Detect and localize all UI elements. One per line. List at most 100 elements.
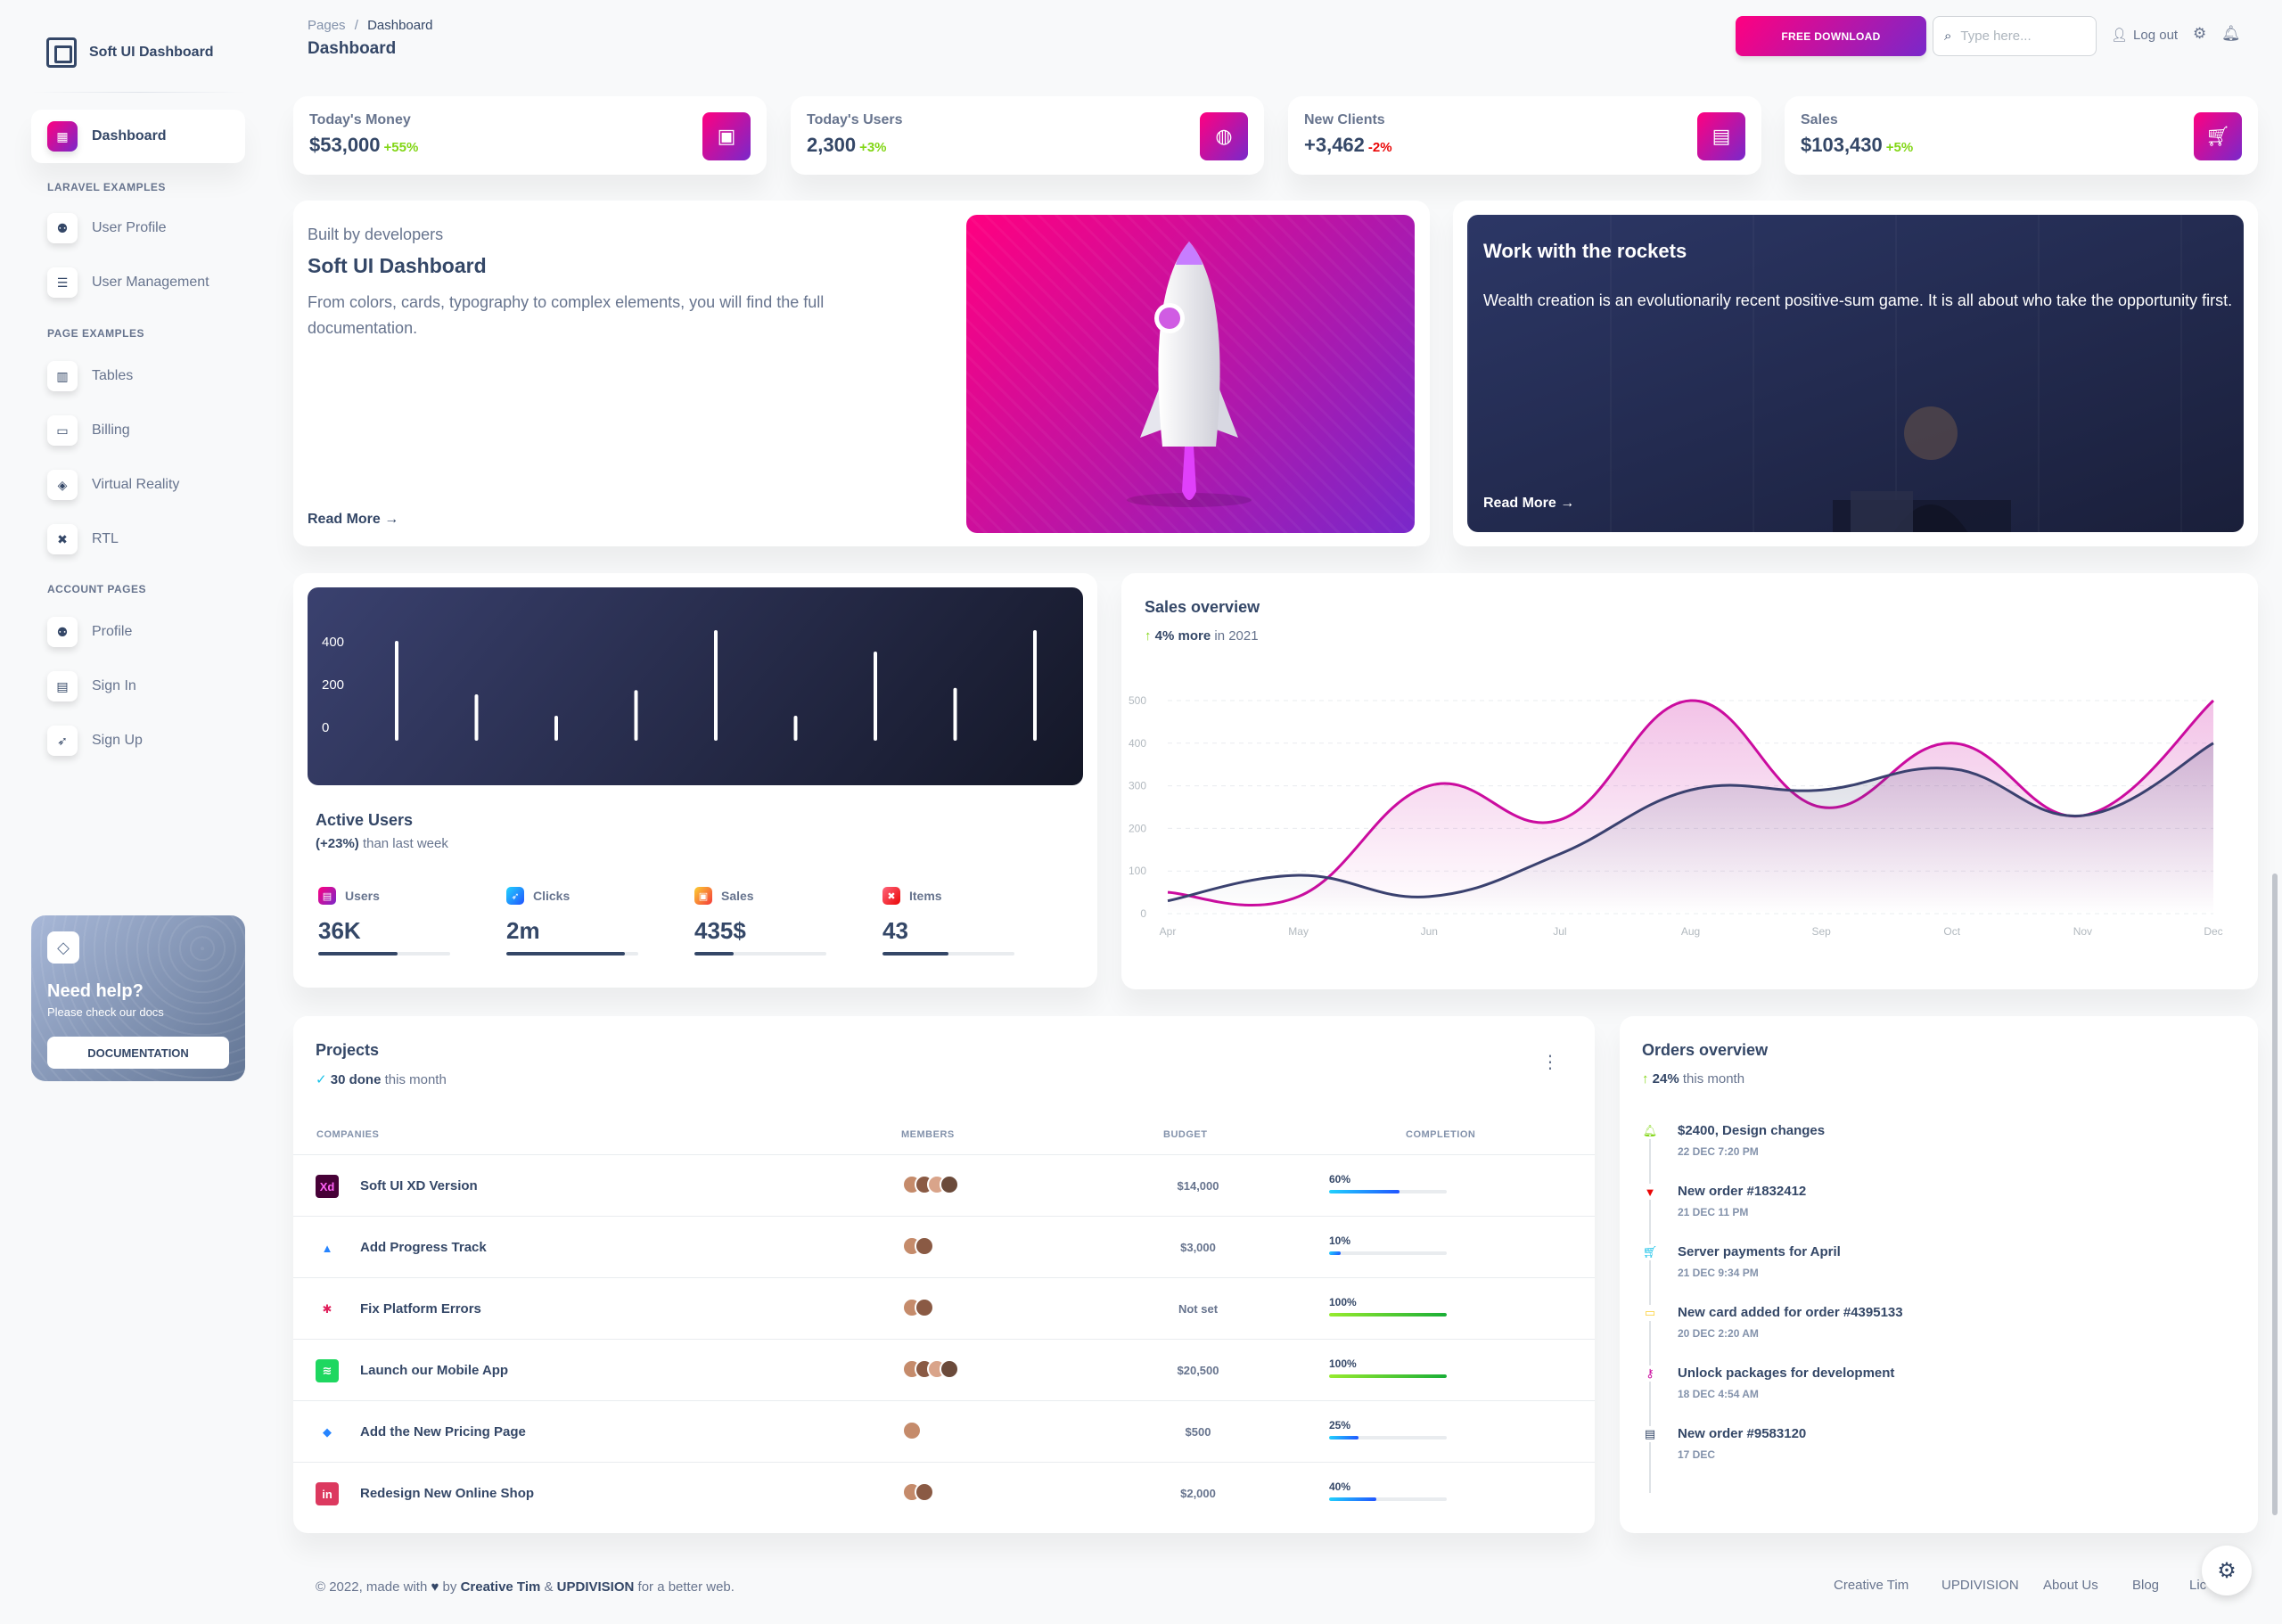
more-options-icon[interactable]: ⋮ <box>1541 1053 1559 1072</box>
free-download-button[interactable]: FREE DOWNLOAD <box>1736 16 1926 56</box>
metric-progress <box>318 952 398 956</box>
sidebar-item-sign-up[interactable]: ➶ Sign Up <box>31 714 245 767</box>
read-more-link[interactable]: Read More → <box>308 512 399 527</box>
footer-author-link[interactable]: Creative Tim <box>460 1579 541 1595</box>
y-tick-label: 400 <box>322 635 344 650</box>
members-avatars <box>902 1236 934 1256</box>
timeline-date: 22 DEC 7:20 PM <box>1678 1145 1759 1158</box>
stat-label: New Clients <box>1304 112 1385 127</box>
company-name: Redesign New Online Shop <box>360 1486 535 1501</box>
orders-title: Orders overview <box>1642 1041 1769 1059</box>
sidebar-section-laravel: LARAVEL EXAMPLES <box>47 181 166 193</box>
series-area <box>1168 742 2213 914</box>
series-line <box>1167 742 2214 903</box>
metric-label: Items <box>909 889 942 903</box>
metric-items: ✖ Items 43 <box>882 887 1016 956</box>
footer-link-about-us[interactable]: About Us <box>2043 1578 2098 1593</box>
y-tick-label: 0 <box>322 720 329 735</box>
x-tick-label: Jul <box>1553 925 1566 938</box>
avatar[interactable] <box>902 1421 922 1440</box>
sidebar-item-rtl[interactable]: ✖ RTL <box>31 513 245 566</box>
completion: 25% <box>1329 1419 1447 1439</box>
footer-link-updivision[interactable]: UPDIVISION <box>1941 1578 2019 1593</box>
timeline-date: 21 DEC 9:34 PM <box>1678 1267 1759 1279</box>
arrow-right-icon: → <box>1560 496 1575 511</box>
timeline-date: 20 DEC 2:20 AM <box>1678 1327 1759 1340</box>
y-tick-label: 0 <box>1140 907 1146 920</box>
stat-value: +3,462 -2% <box>1304 134 1392 156</box>
sidebar-item-sign-in[interactable]: ▤ Sign In <box>31 660 245 713</box>
metric-label: Clicks <box>533 889 570 903</box>
completion: 60% <box>1329 1173 1447 1193</box>
avatar[interactable] <box>940 1175 959 1194</box>
sidebar-item-label: User Management <box>92 275 209 290</box>
completion-percent: 10% <box>1329 1234 1351 1247</box>
footer-link-creative-tim[interactable]: Creative Tim <box>1834 1578 1909 1593</box>
chart-icon: ▥ <box>47 361 78 391</box>
budget-value: $500 <box>1185 1425 1211 1439</box>
xd-logo-icon: Xd <box>316 1175 339 1198</box>
sidebar-item-virtual-reality[interactable]: ◈ Virtual Reality <box>31 458 245 512</box>
avatar[interactable] <box>915 1298 934 1317</box>
table-row[interactable]: ◆ Add the New Pricing Page $500 25% <box>293 1400 1595 1462</box>
timeline-title: Server payments for April <box>1678 1244 1841 1259</box>
budget-value: $20,500 <box>1177 1364 1219 1377</box>
scrollbar[interactable] <box>2272 874 2278 1515</box>
y-tick-label: 200 <box>1129 822 1146 834</box>
footer-link-blog[interactable]: Blog <box>2132 1578 2160 1593</box>
column-header-members: MEMBERS <box>901 1129 955 1140</box>
completion-percent: 60% <box>1329 1173 1351 1185</box>
projects-card: Projects ✓ 30 done this month ⋮ COMPANIE… <box>293 1016 1595 1533</box>
table-row[interactable]: ≋ Launch our Mobile App $20,500 100% <box>293 1339 1595 1400</box>
gear-icon[interactable]: ⚙ <box>2193 25 2207 42</box>
table-row[interactable]: in Redesign New Online Shop $2,000 40% <box>293 1462 1595 1523</box>
documentation-button[interactable]: DOCUMENTATION <box>47 1037 229 1069</box>
cart-icon: ▣ <box>694 887 712 905</box>
stat-label: Today's Users <box>807 112 903 127</box>
sidebar-item-dashboard[interactable]: ▦ Dashboard <box>31 110 245 163</box>
sidebar-item-user-management[interactable]: ☰ User Management <box>31 256 245 309</box>
sidebar-item-profile[interactable]: ⚉ Profile <box>31 605 245 659</box>
search-box[interactable]: ⌕ <box>1933 16 2097 56</box>
logout-link[interactable]: 👤︎ Log out <box>2111 27 2178 44</box>
sidebar-item-billing[interactable]: ▭ Billing <box>31 404 245 457</box>
completion: 10% <box>1329 1234 1447 1255</box>
brand-name: Soft UI Dashboard <box>89 45 214 60</box>
list-icon: ☰ <box>47 267 78 298</box>
projects-subtitle: ✓ 30 done this month <box>316 1072 447 1087</box>
search-icon: ⌕ <box>1944 29 1952 44</box>
money-icon: ▤ <box>1642 1426 1658 1442</box>
rocket-icon: ➶ <box>506 887 524 905</box>
footer-author-link[interactable]: UPDIVISION <box>556 1579 635 1595</box>
table-row[interactable]: ✱ Fix Platform Errors Not set 100% <box>293 1277 1595 1339</box>
completion-percent: 25% <box>1329 1419 1351 1431</box>
footer-link-license[interactable]: Lic <box>2189 1578 2207 1593</box>
sidebar-item-user-profile[interactable]: ⚉ User Profile <box>31 201 245 255</box>
brand[interactable]: Soft UI Dashboard <box>46 37 214 68</box>
table-row[interactable]: ▲ Add Progress Track $3,000 10% <box>293 1216 1595 1277</box>
avatar[interactable] <box>915 1236 934 1256</box>
avatar[interactable] <box>940 1359 959 1379</box>
y-tick-label: 500 <box>1129 694 1146 707</box>
built-title: Soft UI Dashboard <box>308 254 487 277</box>
avatar[interactable] <box>915 1482 934 1502</box>
budget-value: $14,000 <box>1177 1179 1219 1193</box>
settings-gear-icon[interactable]: ⚙ <box>2202 1546 2252 1595</box>
read-more-link[interactable]: Read More → <box>1483 496 1575 511</box>
sidebar-item-tables[interactable]: ▥ Tables <box>31 349 245 403</box>
stat-value: 2,300 +3% <box>807 134 887 156</box>
search-input[interactable] <box>1960 29 2077 44</box>
company-name: Add Progress Track <box>360 1240 487 1255</box>
orders-subtitle: ↑ 24% this month <box>1642 1071 1745 1087</box>
document-icon: ▤ <box>1697 112 1745 160</box>
y-tick-label: 400 <box>1129 737 1146 750</box>
built-by-developers-card: Built by developers Soft UI Dashboard Fr… <box>293 201 1430 546</box>
table-row[interactable]: Xd Soft UI XD Version $14,000 60% <box>293 1154 1595 1216</box>
arrow-right-icon: → <box>384 512 399 527</box>
metric-value: 2m <box>506 917 540 944</box>
stat-card-users: Today's Users 2,300 +3% ◍ <box>791 96 1264 175</box>
bell-icon[interactable]: 🔔︎ <box>2221 25 2241 42</box>
slack-logo-icon: ✱ <box>322 1302 332 1316</box>
sales-overview-card: Sales overview ↑ 4% more in 2021 0 100 200… <box>1121 573 2258 989</box>
breadcrumb-root[interactable]: Pages <box>308 18 346 33</box>
